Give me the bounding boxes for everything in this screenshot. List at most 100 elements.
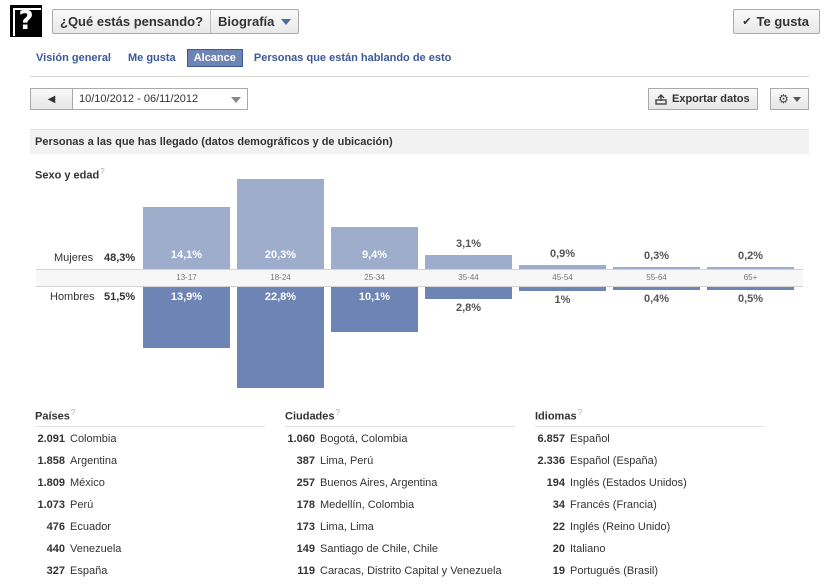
series-name-female: Mujeres — [54, 252, 94, 264]
help-icon[interactable]: ? — [70, 408, 76, 417]
age-axis-band — [36, 269, 803, 287]
list-item-name: Buenos Aires, Argentina — [320, 477, 438, 489]
list-item-count: 119 — [297, 565, 315, 577]
list-item-count: 178 — [296, 499, 315, 511]
age-tick-label: 55-64 — [646, 273, 667, 282]
list-item: 178 Medellín, Colombia — [266, 494, 515, 516]
bar-male-25-34[interactable] — [331, 287, 418, 332]
like-button[interactable]: ✔ Te gusta — [733, 9, 820, 34]
list-item-name: Español (España) — [570, 455, 658, 467]
export-data-label: Exportar datos — [672, 93, 750, 105]
tab-overview[interactable]: Visión general — [36, 52, 111, 64]
list-item-name: Italiano — [570, 543, 606, 555]
bar-female-13-17[interactable] — [143, 206, 230, 269]
list-item-name: Colombia — [70, 433, 117, 445]
countries-title: Países — [35, 410, 70, 423]
list-item-count: 173 — [296, 521, 315, 533]
export-data-button[interactable]: Exportar datos — [648, 88, 758, 110]
list-item: 1.060 Bogotá, Colombia — [266, 428, 515, 450]
data-label-female-35-44: 3,1% — [455, 238, 482, 251]
bar-female-25-34[interactable] — [331, 227, 418, 269]
data-label-female-45-54: 0,9% — [549, 248, 576, 261]
list-item-name: México — [70, 477, 105, 489]
status-prompt-button[interactable]: ¿Qué estás pensando? — [53, 10, 212, 33]
tab-talking-about[interactable]: Personas que están hablando de esto — [253, 52, 452, 64]
list-item: 327 España — [16, 560, 265, 582]
list-item: 2.091 Colombia — [16, 428, 265, 450]
list-item: 257 Buenos Aires, Argentina — [266, 472, 515, 494]
list-item: 149 Santiago de Chile, Chile — [266, 538, 515, 560]
bar-male-35-44[interactable] — [425, 287, 512, 300]
list-item: 119 Caracas, Distrito Capital y Venezuela — [266, 560, 515, 582]
countries-list: Países? 2.091 Colombia 1.858 Argentina 1.8… — [35, 408, 265, 582]
data-label-male-25-34: 10,1% — [358, 291, 391, 303]
tab-reach[interactable]: Alcance — [186, 49, 243, 67]
page-view-selector[interactable]: ¿Qué estás pensando? Biografía — [52, 9, 300, 34]
data-label-female-65+: 0,2% — [737, 250, 764, 262]
page-profile-icon[interactable]: ? — [10, 5, 42, 37]
list-item-count: 257 — [296, 477, 315, 489]
bar-female-55-64[interactable] — [613, 267, 700, 269]
bar-male-13-17[interactable] — [143, 287, 230, 349]
list-item: 440 Venezuela — [16, 538, 265, 560]
data-label-male-13-17: 13,9% — [170, 291, 203, 303]
bar-male-55-64[interactable] — [613, 287, 700, 290]
help-icon[interactable]: ? — [335, 408, 340, 417]
gear-icon: ⚙ — [778, 92, 789, 106]
help-icon[interactable]: ? — [100, 167, 105, 176]
list-item-count: 194 — [546, 477, 565, 489]
data-label-female-13-17: 14,1% — [170, 249, 203, 261]
bar-female-35-44[interactable] — [425, 255, 512, 269]
list-item-count: 22 — [552, 521, 565, 533]
list-item-count: 19 — [552, 565, 565, 577]
list-item-name: Inglés (Estados Unidos) — [570, 477, 687, 489]
age-tick-label: 25-34 — [364, 273, 385, 282]
tab-likes[interactable]: Me gusta — [128, 52, 176, 64]
list-item: 1.809 México — [16, 472, 265, 494]
date-range-select[interactable]: 10/10/2012 - 06/11/2012 — [72, 88, 248, 110]
data-label-male-65+: 0,5% — [737, 293, 764, 305]
previous-period-button[interactable]: ◀ — [30, 88, 73, 110]
bar-female-65+[interactable] — [707, 267, 794, 269]
list-item-name: Español — [570, 433, 610, 445]
bar-female-45-54[interactable] — [519, 265, 606, 269]
data-label-male-45-54: 1% — [554, 294, 571, 307]
list-item-count: 2.336 — [537, 455, 565, 467]
list-item-count: 149 — [296, 543, 315, 555]
list-item: 19 Portugués (Brasil) — [516, 560, 765, 582]
list-item-count: 1.060 — [287, 433, 315, 445]
checkmark-icon: ✔ — [742, 16, 752, 28]
like-button-label: Te gusta — [756, 14, 810, 29]
list-item-count: 1.073 — [37, 499, 65, 511]
list-item-name: Argentina — [70, 455, 118, 467]
age-tick-label: 35-44 — [458, 273, 479, 282]
list-item-count: 387 — [296, 455, 315, 467]
bar-male-65+[interactable] — [707, 287, 794, 290]
age-tick-label: 13-17 — [176, 273, 197, 282]
arrow-left-icon: ◀ — [47, 93, 56, 105]
age-tick-label: 18-24 — [270, 273, 291, 282]
settings-menu-button[interactable]: ⚙ — [770, 88, 809, 110]
list-item: 194 Inglés (Estados Unidos) — [516, 472, 765, 494]
list-item-name: Ecuador — [70, 521, 111, 533]
gender-age-heading: Sexo y edad? — [35, 167, 105, 182]
bar-male-45-54[interactable] — [519, 287, 606, 292]
chevron-down-icon — [231, 97, 241, 103]
list-item-count: 20 — [552, 543, 565, 555]
list-item-name: Venezuela — [70, 543, 122, 555]
question-mark-glyph: ? — [18, 6, 34, 36]
list-item: 173 Lima, Lima — [266, 516, 515, 538]
list-item-count: 34 — [552, 499, 565, 511]
list-item-count: 1.809 — [37, 477, 65, 489]
list-item: 1.858 Argentina — [16, 450, 265, 472]
list-item-name: Lima, Lima — [320, 521, 374, 533]
view-dropdown[interactable]: Biografía — [211, 10, 298, 33]
list-item-count: 2.091 — [37, 433, 65, 445]
bar-female-18-24[interactable] — [237, 179, 324, 269]
languages-list: Idiomas? 6.857 Español 2.336 Español (Espa… — [535, 408, 765, 582]
view-dropdown-label: Biografía — [218, 14, 275, 29]
bar-male-18-24[interactable] — [237, 287, 324, 388]
help-icon[interactable]: ? — [577, 408, 583, 417]
data-label-female-18-24: 20,3% — [264, 249, 297, 261]
list-item-name: Medellín, Colombia — [320, 499, 415, 511]
